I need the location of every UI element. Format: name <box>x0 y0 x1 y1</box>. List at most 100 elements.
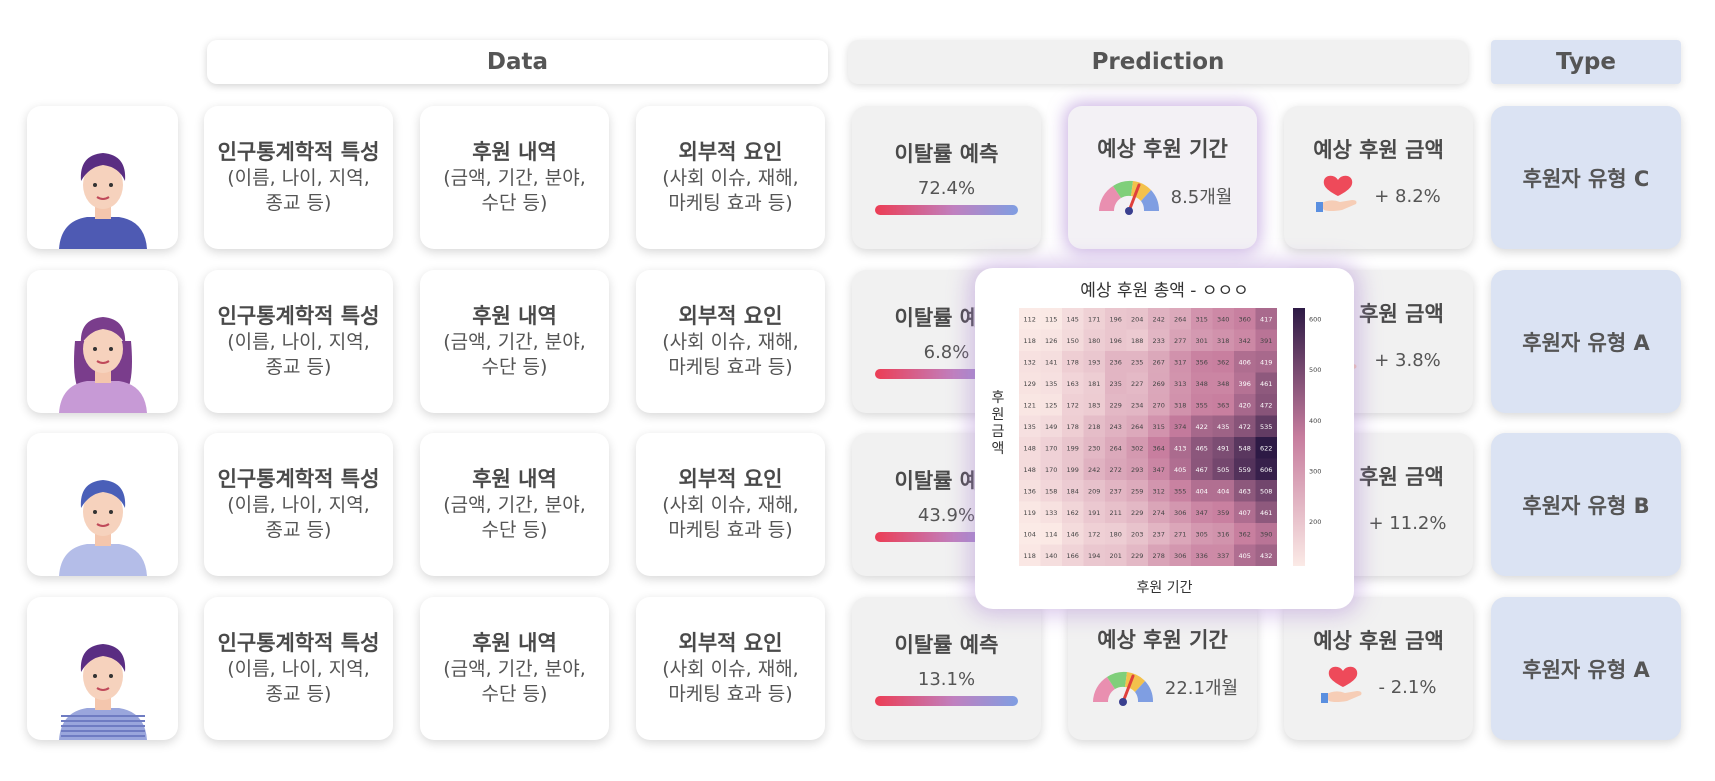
heatmap-cell-label: 181 <box>1088 380 1100 388</box>
heatmap-cell <box>1212 501 1234 523</box>
heatmap-cell-label: 140 <box>1045 552 1057 560</box>
heatmap-cell-label: 236 <box>1110 358 1122 366</box>
heatmap-cell <box>1212 351 1234 373</box>
heatmap-cell <box>1105 501 1127 523</box>
card-sub-line: 종교 등) <box>265 192 332 214</box>
heatmap-cell <box>1040 308 1062 330</box>
gauge-icon <box>1093 173 1165 219</box>
heatmap-cell <box>1169 351 1191 373</box>
heatmap-cell <box>1126 544 1148 566</box>
churn-bar <box>875 204 1018 215</box>
heatmap-cell-label: 318 <box>1217 337 1229 345</box>
heatmap-cell <box>1105 480 1127 502</box>
heatmap-cell-label: 211 <box>1110 509 1122 517</box>
colorbar-tick-label: 500 <box>1309 366 1321 374</box>
colorbar-tick-label: 400 <box>1309 417 1321 425</box>
heatmap-cell-label: 432 <box>1260 552 1272 560</box>
heatmap-cell-label: 118 <box>1024 337 1036 345</box>
heatmap-cell-label: 104 <box>1024 530 1036 538</box>
heatmap-cell-label: 233 <box>1153 337 1165 345</box>
heatmap-cell-label: 271 <box>1174 530 1186 538</box>
heatmap-cell <box>1234 523 1256 545</box>
heatmap-cell-label: 406 <box>1239 358 1251 366</box>
heatmap-cell <box>1255 394 1277 416</box>
heatmap-cell-label: 396 <box>1239 380 1251 388</box>
heatmap-cell-label: 148 <box>1024 466 1036 474</box>
heatmap-cell-label: 305 <box>1196 530 1208 538</box>
heatmap-cell-label: 178 <box>1067 423 1079 431</box>
heatmap-cell-label: 465 <box>1196 444 1208 452</box>
type-label: 후원자 유형 C <box>1522 166 1650 191</box>
heatmap-cell <box>1040 372 1062 394</box>
heatmap-cell <box>1212 394 1234 416</box>
header-data-label: Data <box>486 49 549 75</box>
heatmap-cell <box>1040 480 1062 502</box>
external-card: 외부적 요인 (사회 이슈, 재해, 마케팅 효과 등) <box>636 106 825 249</box>
demo-card: 인구통계학적 특성 (이름, 나이, 지역, 종교 등) <box>204 270 393 413</box>
heatmap-cell-label: 264 <box>1131 423 1143 431</box>
heatmap-cell <box>1191 523 1213 545</box>
type-label: 후원자 유형 A <box>1522 330 1650 355</box>
heatmap-xlabel: 후원 기간 <box>1136 580 1193 596</box>
amount-card: 예상 후원 금액 - 2.1% <box>1284 597 1473 740</box>
card-sub-line: 종교 등) <box>265 683 332 705</box>
churn-value: 6.8% <box>923 341 970 363</box>
heatmap-cell <box>1019 544 1041 566</box>
heatmap-cell-label: 337 <box>1217 552 1229 560</box>
heatmap-cell <box>1169 394 1191 416</box>
heatmap-cell <box>1126 415 1148 437</box>
heatmap-cell-label: 269 <box>1153 380 1165 388</box>
card-sub-line: (금액, 기간, 분야, <box>443 331 586 353</box>
heatmap-cell <box>1062 329 1084 351</box>
heatmap-cell-label: 180 <box>1088 337 1100 345</box>
heatmap-cell-label: 115 <box>1045 315 1057 323</box>
heatmap-cell <box>1105 523 1127 545</box>
heatmap-cell-label: 461 <box>1260 380 1272 388</box>
heatmap-cell-label: 274 <box>1153 509 1165 517</box>
heatmap-cell <box>1105 394 1127 416</box>
heatmap-cell <box>1148 501 1170 523</box>
heatmap-cell <box>1062 415 1084 437</box>
card-sub-line: 수단 등) <box>481 683 548 705</box>
heatmap-cell <box>1126 458 1148 480</box>
heatmap-cell-label: 201 <box>1110 552 1122 560</box>
heatmap-cell-label: 126 <box>1045 337 1057 345</box>
heatmap-cell <box>1083 415 1105 437</box>
heatmap-cell-label: 204 <box>1131 315 1143 323</box>
card-sub-line: (사회 이슈, 재해, <box>662 658 799 680</box>
heatmap-cell <box>1083 480 1105 502</box>
person-blue-hair-icon <box>58 480 147 576</box>
heatmap-cell-label: 166 <box>1067 552 1079 560</box>
heatmap-cell-label: 121 <box>1024 401 1036 409</box>
heatmap-cell-label: 146 <box>1067 530 1079 538</box>
heatmap-cell <box>1148 415 1170 437</box>
heatmap-cell <box>1040 394 1062 416</box>
heatmap-cell-label: 306 <box>1174 552 1186 560</box>
heatmap-cell <box>1255 544 1277 566</box>
heatmap-cell <box>1191 329 1213 351</box>
card-sub-line: (금액, 기간, 분야, <box>443 167 586 189</box>
churn-bar <box>875 368 1018 379</box>
history-card: 후원 내역 (금액, 기간, 분야, 수단 등) <box>420 106 609 249</box>
churn-bar <box>875 695 1018 706</box>
card-title: 외부적 요인 <box>678 631 783 655</box>
heatmap-cell-label: 374 <box>1174 423 1186 431</box>
heatmap-cell <box>1083 544 1105 566</box>
heatmap-cell-label: 264 <box>1174 315 1186 323</box>
heatmap-cell-label: 355 <box>1174 487 1186 495</box>
heatmap-chart: 112 115 145 171 196 204 242 264 315 340 360 417 118 1… <box>1019 308 1321 566</box>
heatmap-cell <box>1255 523 1277 545</box>
heatmap-cell-label: 209 <box>1088 487 1100 495</box>
heatmap-cell <box>1105 458 1127 480</box>
type-label: 후원자 유형 B <box>1522 493 1650 518</box>
churn-title: 이탈률 예측 <box>894 141 999 166</box>
heatmap-cell <box>1083 329 1105 351</box>
heatmap-cell-label: 172 <box>1088 530 1100 538</box>
heatmap-cell <box>1169 523 1191 545</box>
heatmap-cell-label: 170 <box>1045 466 1057 474</box>
heatmap-cell-label: 183 <box>1088 401 1100 409</box>
amount-title: 예상 후원 금액 <box>1313 629 1444 653</box>
heatmap-cell <box>1062 351 1084 373</box>
heatmap-cell <box>1040 351 1062 373</box>
heatmap-cell <box>1083 394 1105 416</box>
